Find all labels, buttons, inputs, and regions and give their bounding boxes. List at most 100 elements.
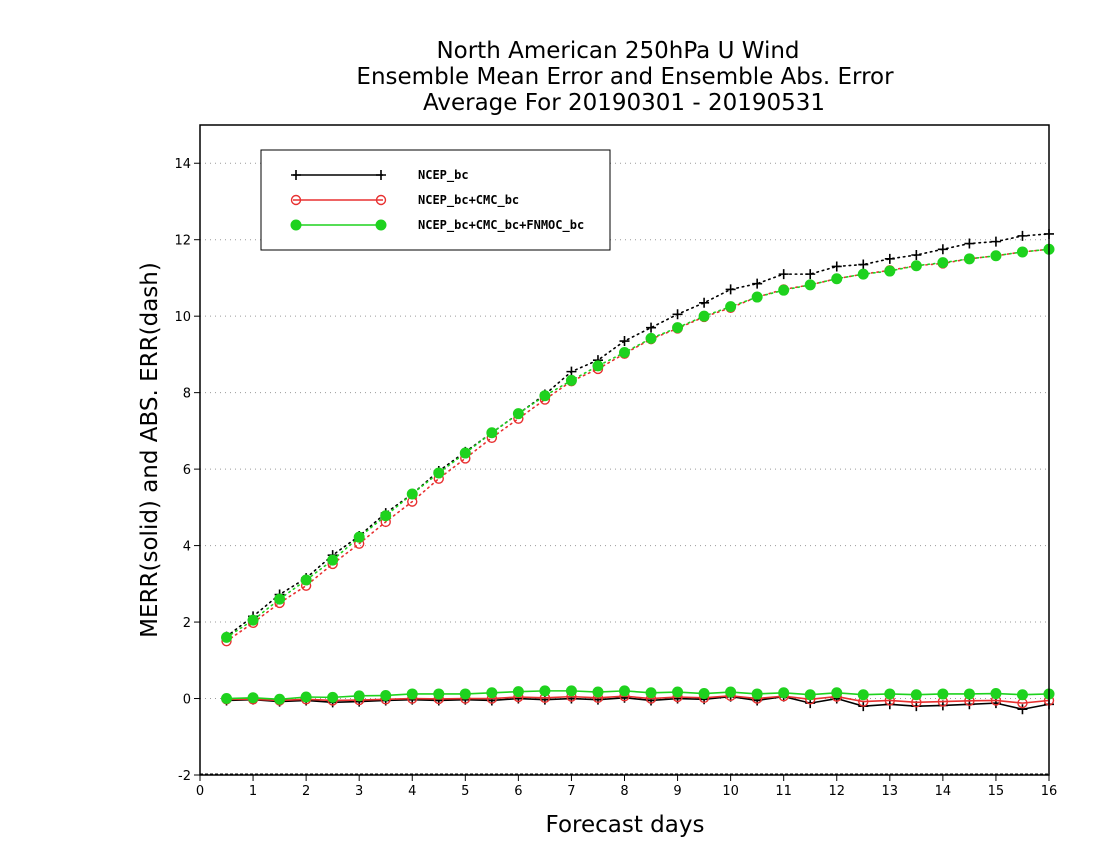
mean-error-point	[221, 693, 233, 705]
mean-error-point	[778, 687, 790, 699]
series-layer	[221, 228, 1055, 715]
y-axis-label: MERR(solid) and ABS. ERR(dash)	[137, 262, 163, 638]
mean-error-point	[300, 691, 312, 703]
x-tick-label: 1	[249, 784, 257, 799]
title-line-2: Ensemble Mean Error and Ensemble Abs. Er…	[356, 64, 894, 90]
abs-error-point	[963, 253, 975, 265]
abs-error-point	[486, 427, 498, 439]
legend-marker	[375, 194, 387, 206]
x-tick-label: 2	[302, 784, 310, 799]
legend-marker	[290, 194, 302, 206]
mean-error-point	[725, 686, 737, 698]
x-tick-label: 9	[673, 784, 681, 799]
x-tick-label: 6	[514, 784, 522, 799]
abs-error-point	[751, 291, 763, 303]
legend-marker	[376, 170, 386, 180]
abs-error-point	[565, 374, 577, 386]
mean-error-point	[327, 691, 339, 703]
abs-error-point	[645, 332, 657, 344]
mean-error-point	[990, 688, 1002, 700]
mean-error-point	[619, 685, 630, 697]
x-tick-label: 4	[408, 784, 416, 799]
y-tick-label: 2	[183, 616, 191, 631]
abs-error-point	[725, 284, 736, 295]
x-tick-label: 16	[1041, 784, 1058, 799]
mean-error-point	[274, 693, 286, 705]
abs-error-point	[804, 279, 816, 291]
x-tick-label: 7	[567, 784, 575, 799]
mean-error-point	[831, 687, 843, 699]
abs-error-point	[858, 259, 869, 270]
legend-label: NCEP_bc+CMC_bc	[418, 193, 519, 208]
abs-error-point	[433, 467, 445, 479]
mean-error-point	[433, 688, 445, 700]
mean-error-point	[937, 688, 949, 700]
x-tick-label: 8	[620, 784, 628, 799]
abs-error-point	[964, 238, 975, 249]
legend-box	[260, 149, 611, 251]
legend-label: NCEP_bc+CMC_bc+FNMOC_bc	[418, 218, 584, 233]
y-tick-label: 8	[183, 387, 191, 402]
abs-error-point	[910, 260, 922, 272]
abs-error-point	[699, 297, 710, 308]
legend-marker	[291, 170, 301, 180]
y-tick-label: 0	[183, 693, 191, 708]
mean-error-point	[751, 688, 763, 700]
title-line-3: Average For 20190301 - 20190531	[423, 90, 825, 116]
abs-error-point	[512, 408, 524, 420]
abs-error-point	[857, 268, 869, 280]
mean-error-point	[380, 689, 392, 701]
y-tick-label: 10	[174, 310, 191, 325]
abs-error-point	[884, 265, 896, 277]
y-tick-label: 14	[174, 157, 191, 172]
mean-error-point	[406, 688, 418, 700]
mean-error-point	[672, 686, 684, 698]
y-tick-label: 6	[183, 463, 191, 478]
legend-label: NCEP_bc	[418, 168, 469, 183]
abs-error-point	[619, 347, 630, 358]
x-tick-label: 14	[935, 784, 952, 799]
mean-error-point	[1016, 689, 1028, 701]
mean-error-point	[857, 689, 869, 701]
mean-error-point	[486, 687, 498, 699]
abs-error-line	[225, 248, 1050, 642]
abs-error-point	[911, 250, 922, 260]
abs-error-point	[1016, 246, 1028, 258]
abs-error-point	[459, 447, 471, 459]
abs-error-point	[1017, 230, 1028, 241]
x-tick-label: 0	[196, 784, 204, 799]
chart-title: North American 250hPa U Wind Ensemble Me…	[356, 38, 894, 116]
abs-error-point	[884, 253, 895, 264]
mean-error-point	[698, 688, 710, 700]
mean-error-point	[1017, 704, 1028, 715]
mean-error-point	[459, 688, 471, 700]
abs-error-line	[225, 248, 1050, 639]
x-axis-label: Forecast days	[546, 812, 705, 838]
mean-error-point	[539, 685, 551, 697]
y-tick-label: -2	[178, 769, 191, 784]
abs-error-point	[539, 390, 551, 402]
series-1	[221, 244, 1055, 709]
abs-error-point	[300, 574, 312, 586]
abs-error-point	[725, 301, 737, 313]
legend-marker	[290, 219, 302, 231]
x-tick-label: 11	[775, 784, 792, 799]
mean-error-point	[645, 687, 657, 699]
abs-error-point	[672, 309, 683, 320]
abs-error-point	[592, 360, 604, 372]
mean-error-point	[804, 689, 816, 701]
abs-error-point	[990, 236, 1001, 247]
abs-error-point	[353, 531, 365, 543]
abs-error-point	[752, 278, 763, 289]
abs-error-point	[247, 614, 259, 626]
abs-error-point	[805, 269, 816, 280]
abs-error-point	[778, 284, 790, 296]
abs-error-point	[221, 631, 233, 643]
abs-error-point	[698, 310, 710, 322]
mean-error-point	[565, 685, 577, 697]
grid-lines	[200, 162, 1049, 775]
x-tick-label: 5	[461, 784, 469, 799]
y-tick-label: 4	[183, 540, 191, 555]
abs-error-line	[225, 233, 1050, 638]
